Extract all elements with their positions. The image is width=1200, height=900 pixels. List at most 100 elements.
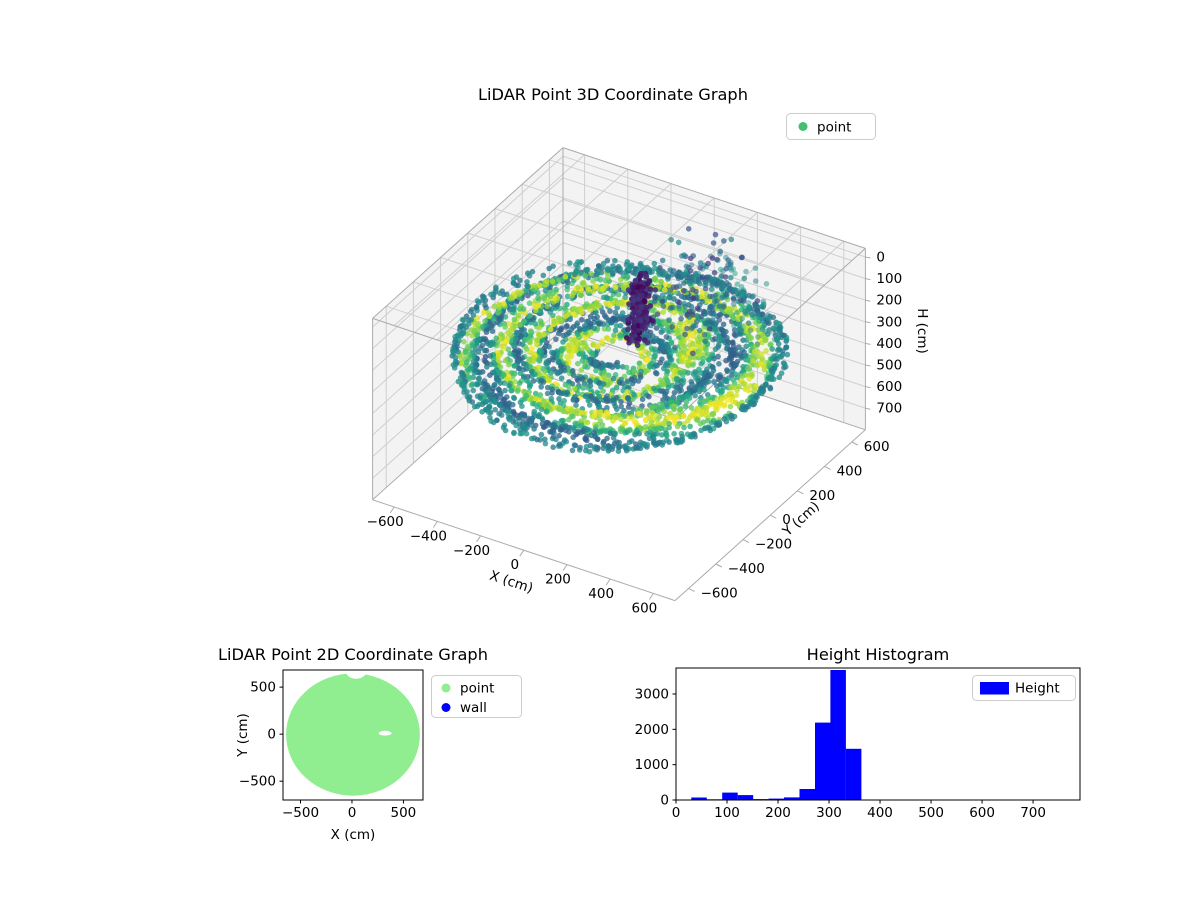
x-tick-label-hist: 600 <box>969 805 995 821</box>
lidar-point <box>643 274 650 280</box>
lidar-point <box>605 381 611 388</box>
x-tick-label-2d: 0 <box>348 805 357 821</box>
lidar-point <box>474 393 481 400</box>
lidar-point <box>671 406 677 413</box>
lidar-point <box>576 447 583 453</box>
lidar-point <box>680 394 687 401</box>
tick-mark <box>865 364 871 367</box>
tick-mark <box>865 407 871 410</box>
lidar-point <box>542 440 549 447</box>
lidar-point <box>576 351 582 357</box>
lidar-point <box>622 294 628 301</box>
lidar-point <box>733 309 740 316</box>
lidar-point <box>599 422 606 428</box>
lidar-point <box>631 320 637 326</box>
lidar-point <box>549 390 555 396</box>
lidar-point <box>618 403 624 410</box>
lidar-point <box>680 413 687 419</box>
lidar-point <box>604 265 611 272</box>
x-axis-label-2d: X (cm) <box>331 827 376 843</box>
lidar-point <box>574 407 580 414</box>
lidar-point <box>590 288 596 295</box>
lidar-point <box>591 412 598 419</box>
lidar-point <box>659 382 666 388</box>
lidar-point <box>694 417 700 424</box>
lidar-point <box>580 279 587 286</box>
lidar-point <box>716 303 723 310</box>
lidar-point <box>682 403 689 410</box>
tick-mark <box>865 342 871 345</box>
lidar-point <box>697 327 703 334</box>
lidar-point <box>542 368 548 375</box>
lidar-point <box>572 442 579 449</box>
y-tick-label-2d: −500 <box>239 774 276 790</box>
lidar-point <box>635 410 642 417</box>
lidar-point <box>623 364 630 371</box>
lidar-point <box>654 431 660 437</box>
lidar-point <box>713 320 719 326</box>
lidar-point <box>492 399 499 406</box>
lidar-point <box>617 332 623 339</box>
lidar-point <box>651 260 658 267</box>
lidar-point <box>612 309 619 316</box>
lidar-point <box>720 321 727 328</box>
lidar-point <box>690 253 696 259</box>
lidar-point <box>754 348 761 355</box>
x-tick-label-3d: 0 <box>511 557 520 573</box>
lidar-point <box>600 388 606 394</box>
lidar-point <box>496 301 503 308</box>
lidar-point <box>631 324 638 331</box>
tick-mark <box>688 587 695 592</box>
lidar-point <box>676 299 683 306</box>
lidar-point <box>760 298 767 305</box>
lidar-point <box>731 323 737 329</box>
lidar-point <box>732 270 738 277</box>
tick-mark <box>769 514 777 519</box>
lidar-point <box>468 382 475 389</box>
lidar-point <box>517 370 524 377</box>
lidar-point <box>629 380 636 387</box>
lidar-point <box>780 332 786 339</box>
lidar-point <box>553 286 559 293</box>
lidar-point <box>717 248 723 255</box>
lidar-point <box>640 363 646 370</box>
lidar-point <box>589 350 596 356</box>
lidar-point <box>622 281 628 288</box>
lidar-point <box>600 445 607 452</box>
lidar-point <box>775 341 782 347</box>
lidar-point <box>681 343 688 350</box>
lidar-point <box>705 392 711 398</box>
lidar-point <box>680 372 686 378</box>
axis-edge <box>372 147 564 319</box>
lidar-point <box>631 391 637 398</box>
histogram-tick-labels: 0 100 200 300 400 500 600 700 0 1000 2000 3000 <box>635 687 1046 822</box>
lidar-point <box>493 335 500 342</box>
lidar-point <box>723 378 730 385</box>
lidar-point <box>474 315 481 321</box>
lidar-point <box>642 424 649 430</box>
x-tick-label-3d: −200 <box>453 543 490 559</box>
lidar-point <box>683 263 690 270</box>
lidar-point <box>547 326 554 333</box>
lidar-point <box>496 410 502 417</box>
lidar-point <box>601 412 607 419</box>
lidar-point <box>615 363 621 370</box>
lidar-point <box>781 361 788 367</box>
lidar-point <box>514 289 521 296</box>
lidar-point <box>652 275 658 282</box>
lidar-point <box>652 287 659 293</box>
tick-mark <box>865 256 871 259</box>
lidar-point <box>639 353 645 360</box>
lidar-point <box>584 437 590 444</box>
hist-bar <box>830 670 846 800</box>
lidar-point <box>570 413 576 420</box>
lidar-point <box>523 430 530 437</box>
lidar-point <box>668 236 674 243</box>
lidar-point <box>658 278 664 285</box>
lidar-point <box>537 318 544 324</box>
lidar-point <box>488 291 494 298</box>
lidar-point <box>710 411 716 418</box>
legend-2d-wall-marker-icon <box>441 703 451 712</box>
lidar-point <box>458 360 465 367</box>
lidar-point <box>543 408 549 415</box>
